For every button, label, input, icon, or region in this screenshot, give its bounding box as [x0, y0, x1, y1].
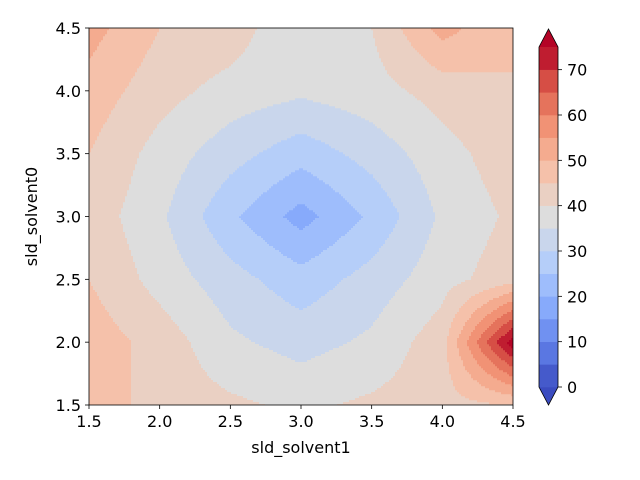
y-tick-label: 2.0	[56, 333, 81, 352]
colorbar-band	[539, 92, 558, 116]
colorbar-tick-label: 10	[567, 333, 587, 352]
contour-band-14	[497, 328, 513, 357]
contour-fill-layer	[89, 28, 513, 405]
colorbar-band	[539, 319, 558, 342]
x-axis-label: sld_solvent1	[251, 438, 350, 458]
x-axis-ticks: 1.5 2.0 2.5 3.0 3.5 4.0 4.5	[76, 405, 526, 431]
colorbar-band	[539, 137, 558, 161]
colorbar-band	[539, 364, 558, 388]
contour-band-7	[119, 28, 499, 405]
colorbar-tick-label: 70	[567, 61, 587, 80]
contour-band-15	[507, 338, 513, 349]
colorbar-band	[539, 273, 558, 297]
y-tick-label: 4.0	[56, 82, 81, 101]
contour-band-10	[89, 28, 513, 397]
contour-band-8	[89, 28, 513, 405]
contour-band-4	[239, 168, 363, 265]
colorbar-extend-max	[539, 29, 558, 47]
colorbar-tick-label: 50	[567, 151, 587, 170]
colorbar-band	[539, 205, 558, 229]
contour-band-12	[477, 310, 513, 377]
colorbar-extend-min	[539, 387, 558, 405]
y-axis-ticks: 1.5 2.0 2.5 3.0 3.5 4.0 4.5	[56, 19, 89, 415]
colorbar-tick-label: 30	[567, 242, 587, 261]
colorbar-band	[539, 228, 558, 252]
colorbar-band	[539, 47, 558, 70]
colorbar-band	[539, 183, 558, 206]
x-tick-label: 2.0	[147, 412, 172, 431]
colorbar-band	[539, 160, 558, 184]
colorbar-tick-label: 40	[567, 197, 587, 216]
x-tick-label: 2.5	[218, 412, 243, 431]
colorbar-tick-label: 20	[567, 287, 587, 306]
y-axis-label: sld_solvent0	[22, 167, 42, 266]
y-tick-label: 1.5	[56, 396, 81, 415]
x-tick-label: 3.0	[288, 412, 313, 431]
x-tick-label: 1.5	[76, 412, 101, 431]
y-tick-label: 3.5	[56, 145, 81, 164]
contour-band-9	[89, 28, 513, 405]
x-tick-label: 4.5	[500, 412, 525, 431]
colorbar-band	[539, 341, 558, 365]
contour-band-5	[203, 134, 399, 311]
colorbar-band	[539, 251, 558, 274]
x-tick-label: 3.5	[359, 412, 384, 431]
colorbar-band	[539, 296, 558, 320]
x-tick-label: 4.0	[430, 412, 455, 431]
colorbar-band	[539, 115, 558, 138]
y-tick-label: 3.0	[56, 208, 81, 227]
y-tick-label: 2.5	[56, 270, 81, 289]
contour-band-13	[487, 320, 513, 367]
colorbar-tick-label: 0	[567, 378, 577, 397]
colorbar: 0 10 20 30 40 50 60 70	[538, 28, 587, 406]
contour-band-3	[283, 204, 319, 231]
y-tick-label: 4.5	[56, 19, 81, 38]
contour-band-11	[467, 302, 513, 387]
colorbar-band	[539, 69, 558, 93]
colorbar-tick-label: 60	[567, 106, 587, 125]
contour-band-6	[167, 98, 435, 363]
